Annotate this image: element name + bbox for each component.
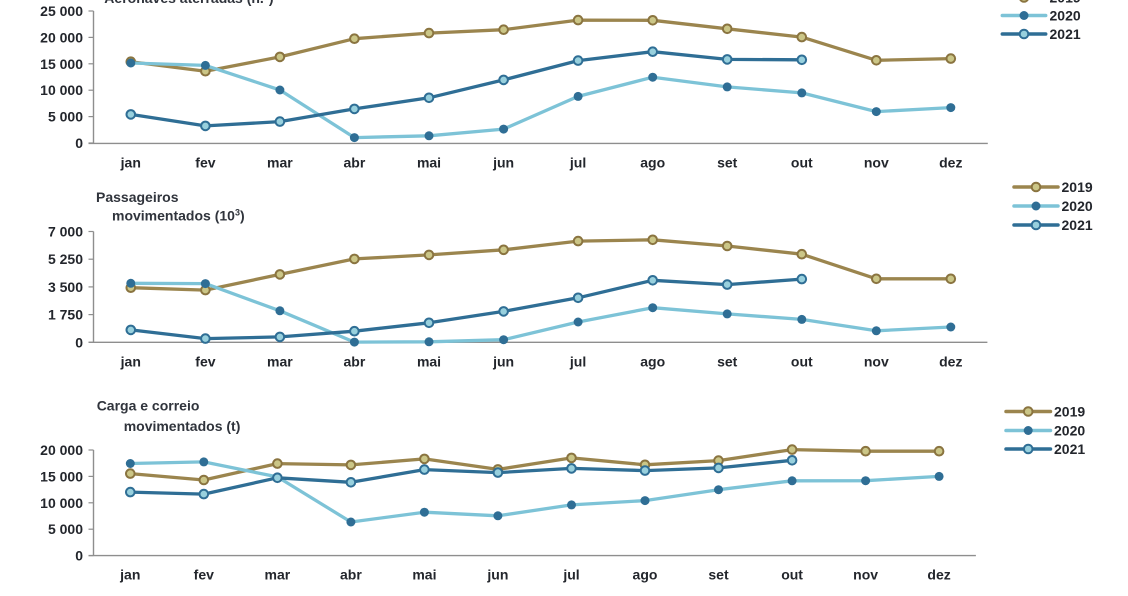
- svg-text:jun: jun: [486, 567, 508, 583]
- svg-text:movimentados (t): movimentados (t): [124, 418, 241, 434]
- svg-text:5 000: 5 000: [48, 109, 83, 125]
- svg-text:jul: jul: [569, 154, 586, 170]
- svg-text:0: 0: [75, 135, 83, 151]
- svg-text:nov: nov: [853, 567, 878, 583]
- svg-text:out: out: [791, 154, 813, 170]
- svg-text:out: out: [791, 353, 813, 369]
- svg-text:5 250: 5 250: [48, 251, 83, 267]
- svg-text:jul: jul: [569, 353, 586, 369]
- svg-text:2021: 2021: [1054, 441, 1085, 457]
- svg-text:jun: jun: [492, 353, 514, 369]
- svg-text:3 500: 3 500: [48, 279, 83, 295]
- svg-text:0: 0: [75, 334, 83, 350]
- svg-text:dez: dez: [939, 154, 962, 170]
- svg-text:jan: jan: [120, 154, 141, 170]
- svg-text:jan: jan: [119, 567, 140, 583]
- svg-text:15 000: 15 000: [40, 468, 83, 484]
- svg-text:2020: 2020: [1062, 198, 1093, 214]
- svg-text:15 000: 15 000: [40, 56, 83, 72]
- svg-text:set: set: [717, 154, 738, 170]
- svg-text:mai: mai: [417, 154, 441, 170]
- svg-text:set: set: [708, 567, 729, 583]
- svg-text:7 000: 7 000: [48, 224, 83, 240]
- svg-text:ago: ago: [640, 353, 665, 369]
- svg-text:2019: 2019: [1050, 0, 1081, 6]
- svg-text:10 000: 10 000: [40, 82, 83, 98]
- svg-text:jan: jan: [120, 353, 141, 369]
- svg-text:mai: mai: [412, 567, 436, 583]
- svg-text:nov: nov: [864, 353, 889, 369]
- svg-text:1 750: 1 750: [48, 307, 83, 323]
- svg-text:set: set: [717, 353, 738, 369]
- svg-text:mar: mar: [265, 567, 291, 583]
- svg-text:10 000: 10 000: [40, 495, 83, 511]
- svg-text:abr: abr: [344, 154, 366, 170]
- svg-text:20 000: 20 000: [40, 442, 83, 458]
- svg-text:2021: 2021: [1062, 217, 1093, 233]
- svg-text:5 000: 5 000: [48, 521, 83, 537]
- svg-text:ago: ago: [640, 154, 665, 170]
- svg-text:mai: mai: [417, 353, 441, 369]
- svg-text:dez: dez: [939, 353, 962, 369]
- svg-text:2019: 2019: [1062, 179, 1093, 195]
- svg-text:fev: fev: [194, 567, 214, 583]
- svg-text:abr: abr: [344, 353, 366, 369]
- svg-text:jul: jul: [562, 567, 579, 583]
- svg-text:dez: dez: [927, 567, 950, 583]
- svg-text:Carga e correio: Carga e correio: [97, 398, 200, 414]
- svg-text:2020: 2020: [1054, 423, 1085, 439]
- svg-text:fev: fev: [195, 154, 215, 170]
- svg-text:Aeronaves aterradas (n.º): Aeronaves aterradas (n.º): [104, 0, 273, 6]
- svg-text:movimentados (103): movimentados (103): [112, 208, 245, 224]
- svg-text:mar: mar: [267, 154, 293, 170]
- svg-text:abr: abr: [340, 567, 362, 583]
- svg-text:nov: nov: [864, 154, 889, 170]
- svg-text:jun: jun: [492, 154, 514, 170]
- svg-text:20 000: 20 000: [40, 29, 83, 45]
- svg-text:2021: 2021: [1050, 26, 1081, 42]
- svg-text:Passageiros: Passageiros: [96, 189, 179, 205]
- svg-text:out: out: [781, 567, 803, 583]
- svg-text:2019: 2019: [1054, 404, 1085, 420]
- svg-text:mar: mar: [267, 353, 293, 369]
- svg-text:25 000: 25 000: [40, 3, 83, 19]
- svg-text:ago: ago: [633, 567, 658, 583]
- svg-text:fev: fev: [195, 353, 215, 369]
- svg-text:0: 0: [75, 548, 83, 564]
- svg-text:2020: 2020: [1050, 8, 1081, 24]
